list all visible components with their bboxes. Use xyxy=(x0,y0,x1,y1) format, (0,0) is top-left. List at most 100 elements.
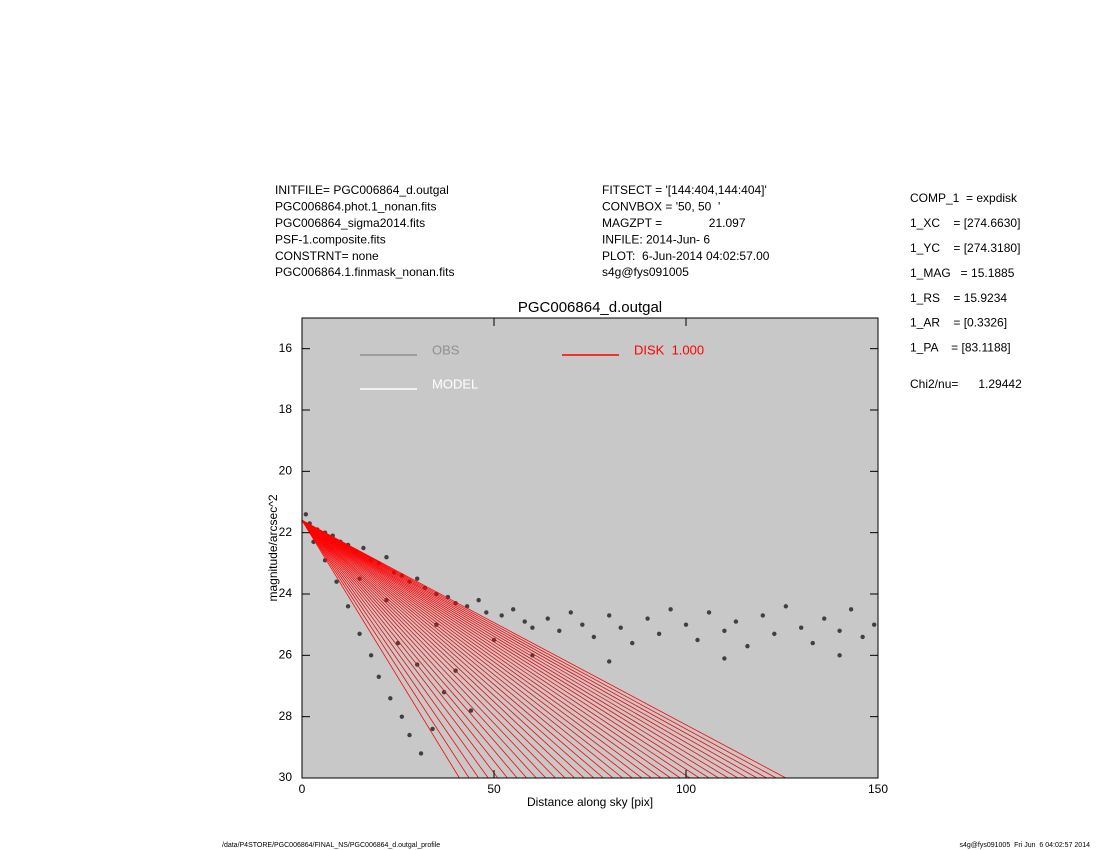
fit-parameter: 1_MAG = 15.1885 xyxy=(910,266,1015,280)
obs-point xyxy=(445,594,451,600)
legend-label: DISK 1.000 xyxy=(634,342,704,357)
obs-point xyxy=(871,622,877,627)
obs-point xyxy=(799,625,804,630)
obs-point xyxy=(415,576,420,581)
obs-point xyxy=(607,659,612,664)
y-tick-label: 16 xyxy=(279,341,293,355)
footer-left: /data/P4STORE/PGC006864/FINAL_NS/PGC0068… xyxy=(222,842,440,849)
obs-point xyxy=(430,726,435,732)
fit-parameter: 1_XC = [274.6630] xyxy=(910,216,1020,230)
legend-label: OBS xyxy=(432,342,460,357)
header-middle-line: s4g@fys091005 xyxy=(602,265,689,279)
obs-point xyxy=(484,610,489,615)
obs-point xyxy=(745,643,750,649)
obs-point xyxy=(580,622,585,627)
header-middle-line: FITSECT = '[144:404,144:404]' xyxy=(602,183,767,197)
legend-label: MODEL xyxy=(432,376,478,391)
disk-model-line xyxy=(302,520,643,778)
disk-model-line xyxy=(302,520,499,778)
disk-model-line xyxy=(302,520,556,778)
y-tick-label: 26 xyxy=(279,648,293,662)
obs-point xyxy=(822,616,827,621)
obs-point xyxy=(591,634,597,640)
disk-model-line xyxy=(302,520,595,778)
obs-point xyxy=(695,637,700,643)
obs-point xyxy=(645,616,650,621)
chart-title: PGC006864_d.outgal xyxy=(518,299,662,316)
fit-parameter: 1_PA = [83.1188] xyxy=(910,341,1011,355)
disk-model-line xyxy=(302,520,671,778)
disk-model-line xyxy=(302,520,470,778)
obs-point xyxy=(837,628,842,633)
y-tick-label: 22 xyxy=(279,525,293,539)
obs-point xyxy=(468,708,474,713)
x-tick-label: 0 xyxy=(299,782,306,796)
y-tick-label: 20 xyxy=(279,464,293,478)
obs-point xyxy=(656,631,662,637)
obs-point xyxy=(357,631,362,637)
fit-parameter: COMP_1 = expdisk xyxy=(910,191,1018,205)
disk-model-line xyxy=(302,520,700,778)
obs-point xyxy=(722,656,727,661)
obs-point xyxy=(722,628,727,633)
obs-point xyxy=(399,714,405,719)
header-left-line: PSF-1.composite.fits xyxy=(275,232,386,246)
chi-square: Chi2/nu= 1.29442 xyxy=(910,377,1022,391)
obs-point xyxy=(860,634,865,640)
header-middle-line: PLOT: 6-Jun-2014 04:02:57.00 xyxy=(602,249,770,263)
obs-point xyxy=(334,579,339,584)
obs-point xyxy=(499,613,504,618)
obs-point xyxy=(345,604,351,609)
obs-point xyxy=(407,732,412,738)
obs-point xyxy=(810,640,815,646)
obs-point xyxy=(733,619,739,624)
x-tick-label: 50 xyxy=(487,782,501,796)
obs-point xyxy=(545,616,550,621)
obs-point xyxy=(368,653,374,658)
y-tick-label: 24 xyxy=(279,586,293,600)
disk-model-line xyxy=(302,520,787,778)
disk-model-line xyxy=(302,520,547,778)
disk-model-line xyxy=(302,520,566,778)
disk-model-line xyxy=(302,520,652,778)
obs-point xyxy=(760,613,765,618)
fit-parameter: 1_RS = 15.9234 xyxy=(910,291,1007,305)
header-left-line: INITFILE= PGC006864_d.outgal xyxy=(275,183,449,197)
x-axis-label: Distance along sky [pix] xyxy=(527,795,653,809)
obs-point xyxy=(476,597,481,603)
disk-model-line xyxy=(302,520,662,778)
y-tick-label: 18 xyxy=(279,402,293,416)
obs-point xyxy=(783,604,789,609)
plot-background xyxy=(302,318,878,778)
header-left-line: CONSTRNT= none xyxy=(275,249,379,263)
y-tick-label: 28 xyxy=(279,709,293,723)
disk-model-line xyxy=(302,520,739,778)
header-left-line: PGC006864.phot.1_nonan.fits xyxy=(275,200,436,214)
obs-point xyxy=(772,631,777,637)
obs-point xyxy=(522,619,527,624)
disk-model-line xyxy=(302,520,508,778)
obs-point xyxy=(303,512,309,517)
fit-parameter: 1_AR = [0.3326] xyxy=(910,316,1007,330)
obs-point xyxy=(630,640,635,646)
obs-point xyxy=(706,610,712,615)
header-middle-line: INFILE: 2014-Jun- 6 xyxy=(602,232,710,246)
obs-point xyxy=(441,689,447,695)
obs-point xyxy=(668,607,673,612)
disk-model-line xyxy=(302,520,777,778)
obs-point xyxy=(418,751,424,756)
obs-point xyxy=(618,625,623,630)
disk-model-line xyxy=(302,520,614,778)
disk-model-line xyxy=(302,520,729,778)
obs-point xyxy=(376,674,381,679)
disk-model-line xyxy=(302,520,518,778)
disk-model-line xyxy=(302,520,460,778)
footer-right: s4g@fys091005 Fri Jun 6 04:02:57 2014 xyxy=(960,842,1091,849)
obs-point xyxy=(848,607,854,612)
obs-point xyxy=(361,545,366,551)
disk-model-line xyxy=(302,520,585,778)
disk-model-line xyxy=(302,520,719,778)
header-left-line: PGC006864_sigma2014.fits xyxy=(275,216,425,230)
disk-model-line xyxy=(302,520,691,778)
